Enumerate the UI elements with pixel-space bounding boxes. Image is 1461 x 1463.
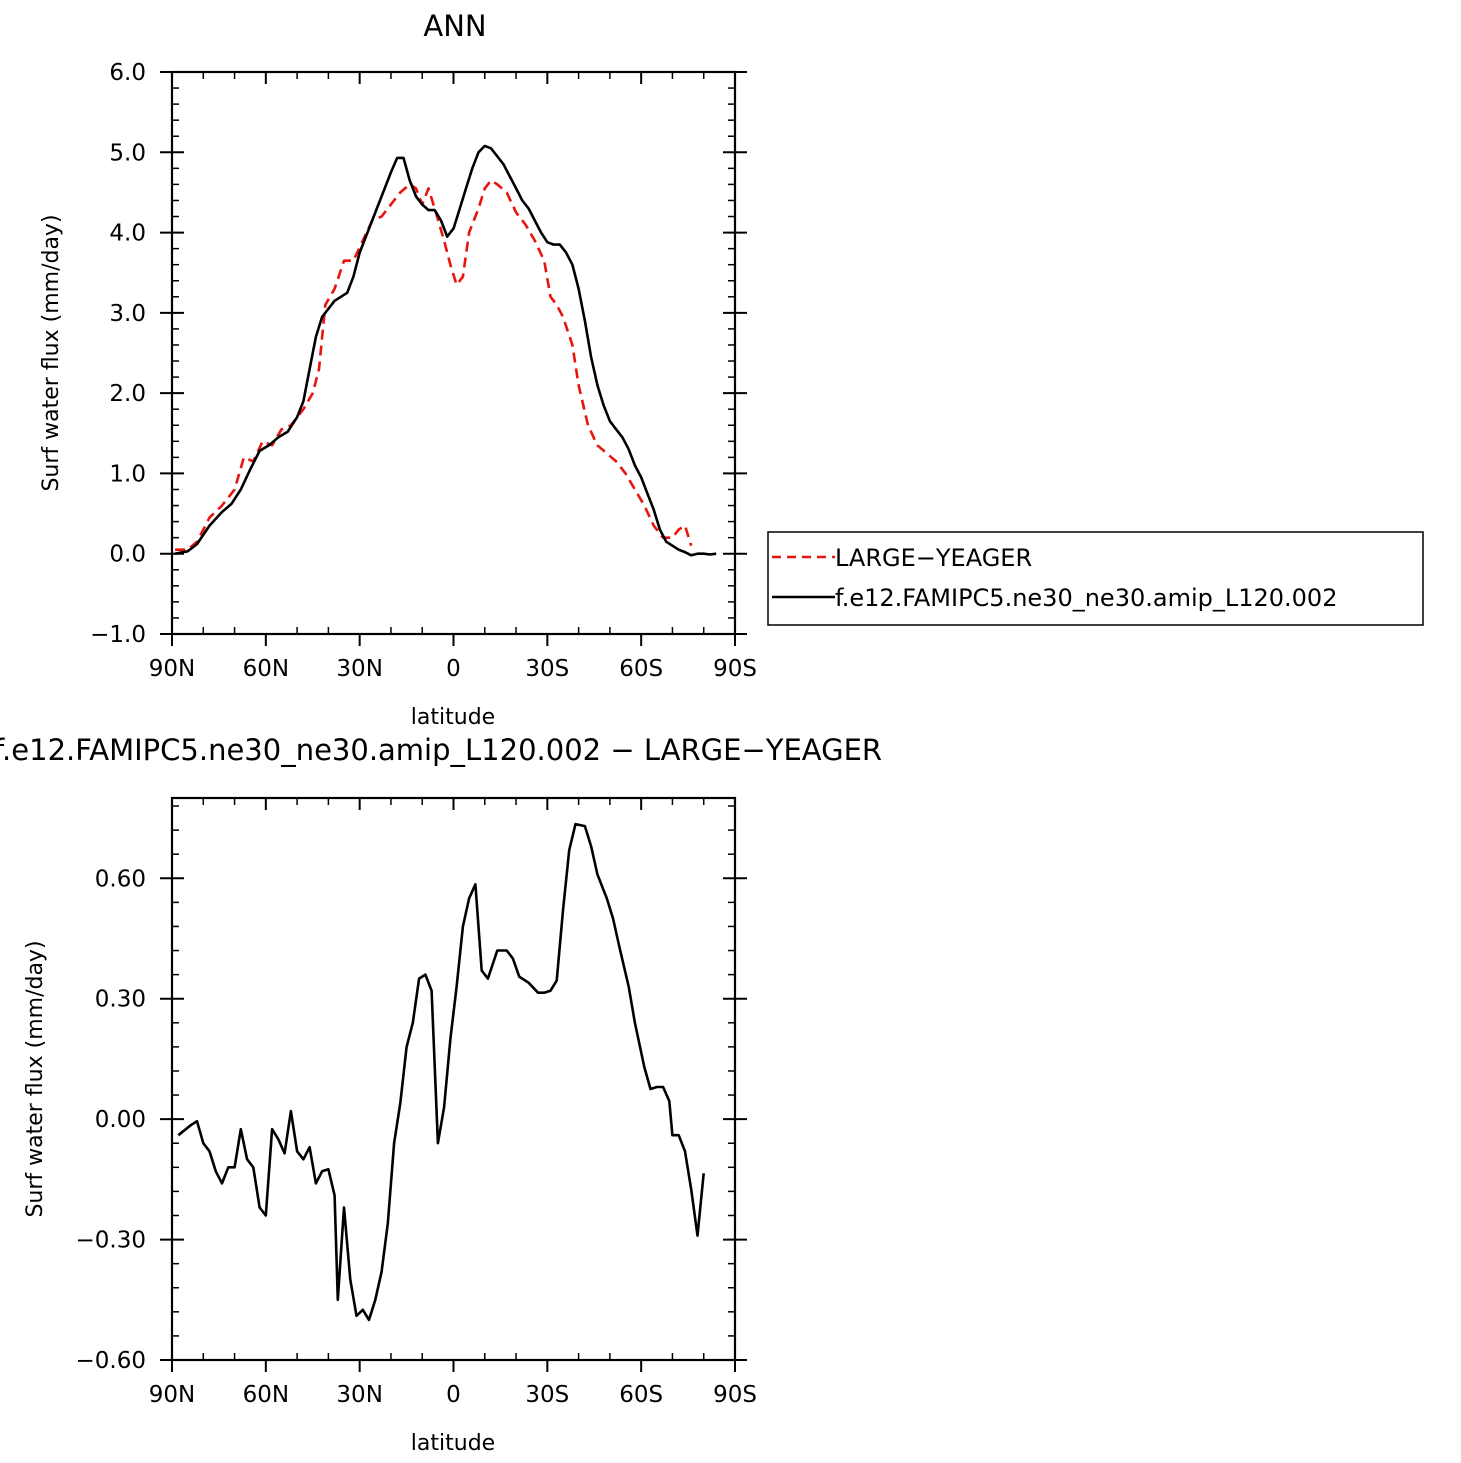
x-tick-label: 60S	[619, 656, 663, 682]
series-line-1-0	[177, 822, 705, 1322]
y-tick-label: −0.30	[76, 1228, 146, 1254]
top-plot-frame	[170, 70, 737, 636]
legend: LARGE−YEAGER f.e12.FAMIPC5.ne30_ne30.ami…	[767, 531, 1424, 626]
top-axis-ticks: 90N 60N 30N 0 30S 60S 90S −1.0 0.0 1.0 2.0 3.0 4.0 5.…	[90, 60, 757, 682]
bottom-series-group	[177, 822, 705, 1322]
legend-box	[767, 531, 1424, 626]
y-tick-label: 5.0	[109, 140, 146, 166]
x-tick-label: 90N	[149, 1382, 195, 1408]
bottom-plot-frame	[170, 796, 737, 1362]
x-tick-label: 90S	[713, 656, 757, 682]
x-tick-label: 30S	[525, 656, 569, 682]
x-tick-label: 60N	[243, 1382, 289, 1408]
y-tick-label: 3.0	[109, 301, 146, 327]
y-tick-label: 0.30	[95, 987, 146, 1013]
x-tick-label: 0	[446, 1382, 461, 1408]
bottom-x-axis-title: latitude	[411, 1431, 495, 1456]
x-tick-label: 60N	[243, 656, 289, 682]
y-tick-label: 1.0	[109, 461, 146, 487]
y-tick-label: 2.0	[109, 381, 146, 407]
y-tick-label: 4.0	[109, 221, 146, 247]
bottom-y-axis-title: Surf water flux (mm/day)	[23, 940, 48, 1217]
x-tick-label: 0	[446, 656, 461, 682]
bottom-chart-title: f.e12.FAMIPC5.ne30_ne30.amip_L120.002 − …	[0, 733, 882, 767]
y-tick-label: 0.60	[95, 866, 146, 892]
bottom-panel: f.e12.FAMIPC5.ne30_ne30.amip_L120.002 − …	[0, 733, 882, 1456]
legend-label-large-yeager: LARGE−YEAGER	[835, 544, 1032, 572]
y-tick-label: 0.0	[109, 542, 146, 568]
x-tick-label: 90N	[149, 656, 195, 682]
y-tick-label: −0.60	[76, 1348, 146, 1374]
series-line-0-1	[174, 144, 717, 557]
x-tick-label: 90S	[713, 1382, 757, 1408]
bottom-axis-ticks: 90N 60N 30N 0 30S 60S 90S −0.60 −0.30 0.00 0.30 0.6…	[76, 798, 757, 1408]
top-x-axis-title: latitude	[411, 705, 495, 730]
y-tick-label: 6.0	[109, 60, 146, 86]
x-tick-label: 30N	[336, 656, 382, 682]
top-chart-title: ANN	[423, 9, 486, 43]
y-tick-label: 0.00	[95, 1107, 146, 1133]
x-tick-label: 30S	[525, 1382, 569, 1408]
legend-label-famipc5: f.e12.FAMIPC5.ne30_ne30.amip_L120.002	[835, 584, 1337, 612]
x-tick-label: 60S	[619, 1382, 663, 1408]
top-panel: ANN 90N 60N 30N 0 30S 60S 90S −1.0 0.0 1.0 2.0 3.0 4…	[39, 9, 757, 730]
top-y-axis-title: Surf water flux (mm/day)	[39, 214, 64, 491]
y-tick-label: −1.0	[90, 622, 146, 648]
series-line-0-0	[175, 179, 693, 551]
x-tick-label: 30N	[336, 1382, 382, 1408]
top-series-group	[174, 144, 717, 557]
